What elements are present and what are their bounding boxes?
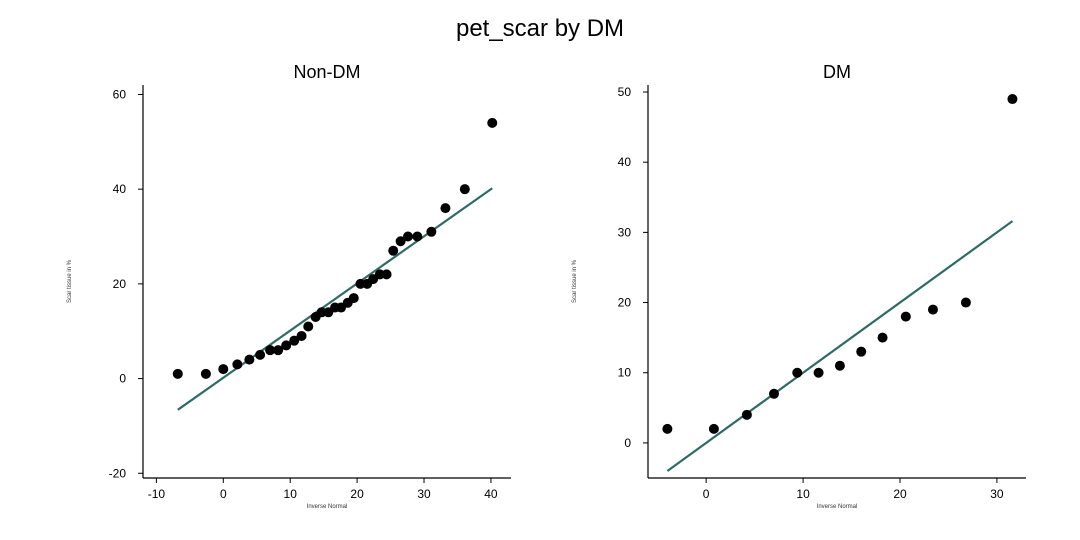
data-point [487,117,498,128]
data-point [769,388,779,399]
panel-non-dm: Non-DM -20 0 20 40 60 -10 0 10 20 30 40 Inverse Norm… [67,62,511,510]
data-point [381,269,392,280]
data-point [927,304,938,315]
x-tick-label: 10 [284,487,298,501]
x-tick-label: 0 [220,487,227,501]
fit-line [177,187,493,411]
x-axis-label: Inverse Normal [307,504,348,510]
data-point [172,368,183,379]
y-tick-label: 50 [618,85,632,99]
data-point [960,297,971,308]
data-point [388,245,399,256]
data-point [662,423,673,434]
y-tick-label: 40 [113,182,127,196]
data-point [708,423,719,434]
x-tick-label: 20 [350,487,364,501]
data-point [412,231,423,242]
data-point [281,340,292,351]
data-point [741,409,752,420]
y-tick-label: 0 [119,372,126,386]
data-point [265,345,276,356]
data-point [440,203,451,214]
y-tick-label: 60 [113,87,127,101]
data-point [856,346,867,357]
y-axis-label: Scar tissue in % [67,259,73,303]
y-tick-label: 20 [618,296,632,310]
x-tick-label: 40 [484,487,498,501]
data-point [200,368,211,379]
data-point [402,231,413,242]
data-point [877,332,888,343]
data-point [303,321,314,332]
y-tick-label: 30 [618,225,632,239]
data-point [273,345,284,356]
panel-title: DM [823,62,851,82]
data-point [255,349,266,360]
data-point [834,360,845,371]
y-tick-label: 40 [618,155,632,169]
y-axis-label: Scar tissue in % [572,259,578,303]
figure-title: pet_scar by DM [456,15,624,42]
data-point [218,364,229,375]
data-point [459,184,470,195]
x-axis-label: Inverse Normal [817,504,858,510]
data-point [1007,94,1018,105]
y-tick-label: -20 [109,466,127,480]
data-point [900,311,911,322]
data-point [813,367,824,378]
x-tick-label: -10 [148,487,166,501]
data-point [244,354,255,365]
x-tick-label: 10 [796,487,810,501]
panel-title: Non-DM [293,62,360,82]
fit-line [666,220,1014,472]
data-point [792,367,803,378]
x-tick-label: 30 [417,487,431,501]
data-point [395,236,406,247]
x-tick-label: 30 [990,487,1004,501]
x-tick-label: 20 [893,487,907,501]
y-tick-label: 0 [624,436,631,450]
data-point [296,330,307,341]
data-point [289,335,300,346]
y-tick-label: 20 [113,277,127,291]
x-tick-label: 0 [703,487,710,501]
data-point [426,226,437,237]
y-tick-label: 10 [618,366,632,380]
data-point [232,359,243,370]
panel-dm: DM 0 10 20 30 40 50 0 10 20 30 Inverse Normal Scar t… [572,62,1026,510]
data-point [348,293,359,304]
